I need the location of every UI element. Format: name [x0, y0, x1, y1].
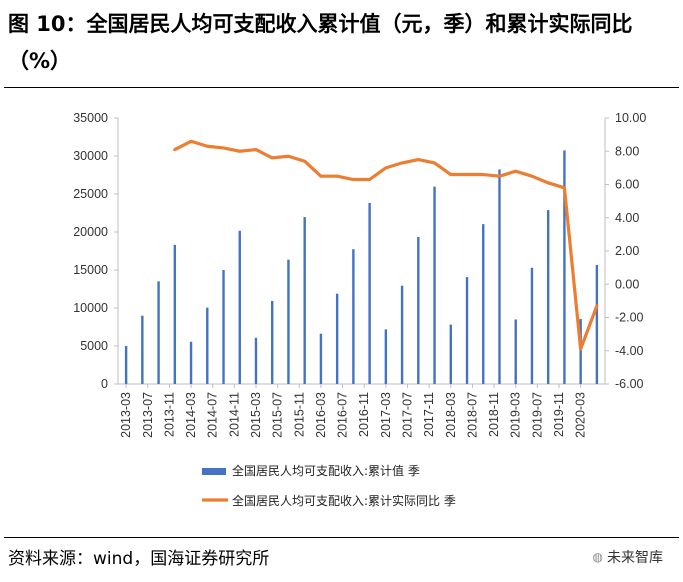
x-tick-label: 2014-03 — [184, 392, 198, 438]
x-tick-label: 2015-03 — [249, 392, 263, 438]
left-tick-label: 10000 — [73, 301, 108, 315]
bar — [449, 324, 452, 384]
right-tick-label: 6.00 — [615, 178, 639, 192]
x-tick-label: 2013-11 — [162, 392, 176, 437]
bar — [546, 210, 550, 384]
bottom-rule — [4, 537, 679, 538]
bar — [433, 186, 436, 384]
x-tick-label: 2018-03 — [444, 392, 458, 438]
chart-title: 图 10：全国居民人均可支配收入累计值（元，季）和累计实际同比（%） — [8, 12, 633, 73]
bar — [238, 230, 241, 384]
left-tick-label: 0 — [101, 377, 108, 391]
watermark-text: 未来智库 — [607, 550, 663, 566]
right-tick-label: -4.00 — [615, 344, 644, 358]
x-tick-label: 2017-07 — [400, 392, 414, 438]
bar — [303, 217, 306, 384]
bar — [400, 285, 404, 384]
right-tick-label: 4.00 — [615, 211, 639, 225]
bar — [271, 300, 274, 384]
x-tick-label: 2019-11 — [552, 392, 566, 437]
right-tick-label: 0.00 — [615, 277, 639, 291]
bar — [124, 345, 128, 384]
top-rule — [4, 87, 679, 88]
bar — [417, 237, 420, 384]
bar — [189, 341, 193, 384]
x-tick-label: 2018-11 — [487, 392, 501, 437]
right-tick-label: -2.00 — [615, 311, 644, 325]
x-tick-label: 2020-03 — [574, 392, 588, 438]
right-tick-label: 2.00 — [615, 244, 639, 258]
watermark: ◍ 未来智库 — [593, 547, 663, 567]
x-tick-label: 2013-03 — [119, 392, 133, 438]
bar — [319, 333, 323, 384]
x-tick-label: 2016-07 — [336, 392, 350, 438]
bar — [141, 315, 144, 384]
left-tick-label: 30000 — [73, 149, 108, 163]
x-tick-label: 2019-07 — [530, 392, 544, 438]
bar — [335, 293, 339, 384]
legend-label-line: 全国居民人均可支配收入:累计实际同比 季 — [232, 493, 456, 508]
left-tick-label: 35000 — [73, 111, 108, 125]
x-tick-label: 2018-07 — [465, 392, 479, 438]
bar — [384, 329, 388, 384]
combo-chart: 0 5000 10000 15000 20000 25000 30000 35000 -6.00… — [73, 111, 646, 508]
bar — [498, 169, 501, 384]
right-tick-label: -6.00 — [615, 377, 644, 391]
bar — [563, 150, 566, 384]
bar — [206, 307, 209, 384]
bar — [579, 318, 582, 384]
line-series — [173, 139, 599, 351]
legend-swatch-bar — [202, 468, 226, 475]
bar — [352, 249, 355, 384]
bar — [595, 264, 599, 384]
x-tick-label: 2013-07 — [141, 392, 155, 438]
right-tick-label: 8.00 — [615, 144, 639, 158]
bar — [530, 267, 534, 384]
x-tick-label: 2017-03 — [379, 392, 393, 438]
legend-label-bar: 全国居民人均可支配收入:累计值 季 — [232, 463, 420, 478]
x-tick-label: 2016-11 — [357, 392, 371, 437]
bar — [287, 259, 290, 384]
x-tick-label: 2015-11 — [292, 392, 306, 437]
x-tick-label: 2017-11 — [422, 392, 436, 437]
right-tick-label: 10.00 — [615, 111, 646, 125]
bar — [157, 281, 160, 384]
bar — [254, 337, 258, 384]
x-tick-label: 2016-03 — [314, 392, 328, 438]
wechat-icon: ◍ — [592, 550, 603, 564]
bar — [173, 244, 177, 384]
bar — [482, 224, 485, 384]
x-tick-label: 2014-07 — [206, 392, 220, 438]
bar — [465, 277, 469, 384]
bar — [514, 319, 517, 384]
bar — [222, 270, 225, 384]
x-tick-label: 2015-07 — [271, 392, 285, 438]
bar — [368, 202, 371, 384]
left-tick-label: 5000 — [80, 339, 108, 353]
source-note: 资料来源：wind，国海证券研究所 — [8, 549, 270, 569]
left-tick-label: 20000 — [73, 225, 108, 239]
left-tick-label: 25000 — [73, 187, 108, 201]
x-tick-label: 2019-03 — [509, 392, 523, 438]
x-tick-label: 2014-11 — [227, 392, 241, 437]
left-tick-label: 15000 — [73, 263, 108, 277]
